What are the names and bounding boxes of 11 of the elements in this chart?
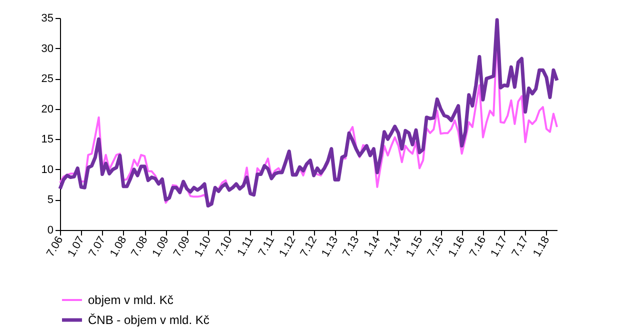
legend-label: objem v mld. Kč	[88, 293, 174, 307]
y-tick-label: 10	[41, 164, 54, 176]
y-tick-label: 15	[41, 134, 54, 146]
legend-label: ČNB - objem v mld. Kč	[88, 313, 210, 327]
y-tick-label: 35	[41, 12, 54, 24]
y-tick-label: 20	[41, 103, 54, 116]
x-tick-label: 7.11	[256, 234, 278, 258]
y-tick-label: 30	[41, 42, 54, 55]
y-tick-label: 5	[47, 194, 54, 206]
y-tick-label: 25	[41, 73, 54, 86]
y-tick-label: 0	[47, 224, 54, 236]
